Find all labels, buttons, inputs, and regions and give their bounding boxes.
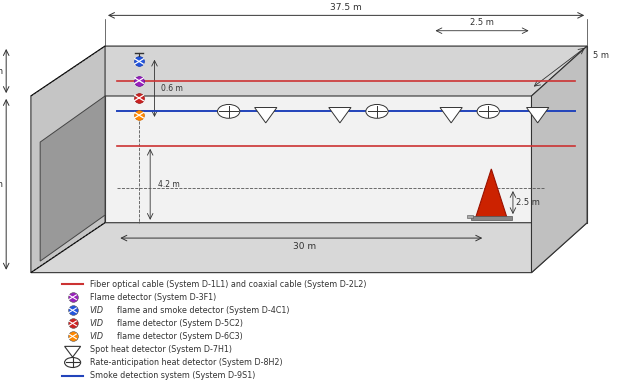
Polygon shape: [476, 169, 507, 217]
Text: 4.2 m: 4.2 m: [158, 180, 179, 189]
Polygon shape: [65, 346, 80, 357]
Text: VID: VID: [90, 332, 104, 341]
Circle shape: [477, 104, 499, 118]
Polygon shape: [40, 96, 105, 261]
Text: Rate-anticipation heat detector (System D-8H2): Rate-anticipation heat detector (System …: [90, 358, 282, 367]
Text: 5.5 m: 5.5 m: [0, 180, 3, 189]
Polygon shape: [527, 108, 549, 123]
Bar: [471, 216, 512, 220]
Polygon shape: [31, 46, 105, 273]
Polygon shape: [105, 46, 587, 223]
Text: 2.5 m: 2.5 m: [470, 18, 494, 27]
Polygon shape: [440, 108, 462, 123]
Text: 37.5 m: 37.5 m: [330, 3, 362, 12]
Text: Fiber optical cable (System D-1L1) and coaxial cable (System D-2L2): Fiber optical cable (System D-1L1) and c…: [90, 280, 366, 289]
Circle shape: [218, 104, 240, 118]
Text: Smoke detection system (System D-9S1): Smoke detection system (System D-9S1): [90, 371, 255, 380]
Polygon shape: [31, 46, 587, 96]
Circle shape: [65, 358, 80, 367]
Text: Flame detector (System D-3F1): Flame detector (System D-3F1): [90, 293, 216, 302]
Polygon shape: [531, 46, 587, 273]
Text: flame detector (System D-5C2): flame detector (System D-5C2): [117, 319, 243, 328]
Text: 0.6 m: 0.6 m: [161, 84, 182, 93]
Text: flame and smoke detector (System D-4C1): flame and smoke detector (System D-4C1): [117, 306, 290, 315]
Text: VID: VID: [90, 319, 104, 328]
Polygon shape: [329, 108, 351, 123]
Text: 10 m: 10 m: [0, 66, 3, 76]
Polygon shape: [31, 223, 587, 273]
Text: 30 m: 30 m: [293, 242, 316, 251]
Circle shape: [366, 104, 388, 118]
Polygon shape: [255, 108, 277, 123]
Bar: [467, 215, 473, 218]
Text: Spot heat detector (System D-7H1): Spot heat detector (System D-7H1): [90, 345, 232, 354]
Text: flame detector (System D-6C3): flame detector (System D-6C3): [117, 332, 243, 341]
Text: 5 m: 5 m: [593, 51, 609, 60]
Text: 2.5 m: 2.5 m: [516, 198, 540, 207]
Text: VID: VID: [90, 306, 104, 315]
